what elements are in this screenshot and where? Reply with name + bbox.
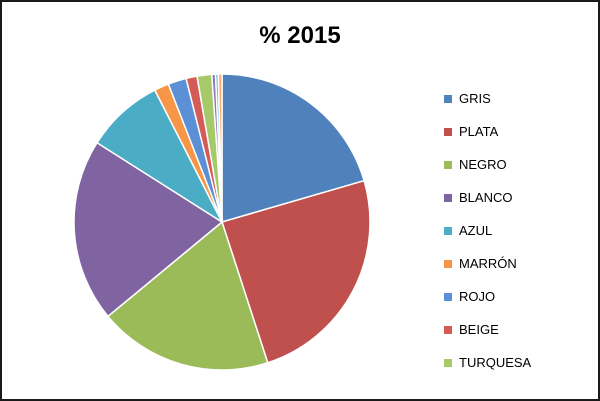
legend-item-turquesa: TURQUESA [444, 346, 594, 379]
legend-swatch [444, 325, 452, 334]
legend-swatch [444, 292, 452, 301]
pie-slice-plata [221, 179, 371, 364]
legend-item-beige: BEIGE [444, 313, 594, 346]
legend-item-azul: AZUL [444, 214, 594, 247]
legend-label: GRIS [459, 91, 491, 106]
legend-swatch [444, 226, 452, 235]
legend-label: AZUL [459, 223, 493, 238]
legend-item-gris: GRIS [444, 82, 594, 115]
pie-slices [73, 73, 371, 371]
legend-swatch [444, 193, 452, 202]
legend-item-marr-n: MARRÓN [444, 247, 594, 280]
legend-item-plata: PLATA [444, 115, 594, 148]
legend-swatch [444, 94, 452, 103]
pie-slice-blanco [73, 141, 223, 318]
legend-label: BEIGE [459, 322, 499, 337]
pie-slice-gris [221, 73, 365, 223]
legend-label: MARRÓN [459, 256, 517, 271]
legend-swatch [444, 259, 452, 268]
legend-label: PLATA [459, 124, 499, 139]
pie-slice-negro [107, 221, 269, 371]
chart-legend: GRIS PLATA NEGRO BLANCO AZUL MARRÓN ROJO BEIGE T… [444, 82, 594, 379]
legend-swatch [444, 127, 452, 136]
legend-item-negro: NEGRO [444, 148, 594, 181]
legend-swatch [444, 358, 452, 367]
legend-swatch [444, 160, 452, 169]
legend-label: ROJO [459, 289, 496, 304]
legend-item-rojo: ROJO [444, 280, 594, 313]
legend-label: TURQUESA [459, 355, 532, 370]
pie-slice-other-11 [217, 73, 223, 223]
legend-item-blanco: BLANCO [444, 181, 594, 214]
legend-label: BLANCO [459, 190, 513, 205]
legend-label: NEGRO [459, 157, 507, 172]
chart-title-wrapper: % 2015 [0, 22, 600, 50]
chart-title: % 2015 [259, 22, 341, 49]
